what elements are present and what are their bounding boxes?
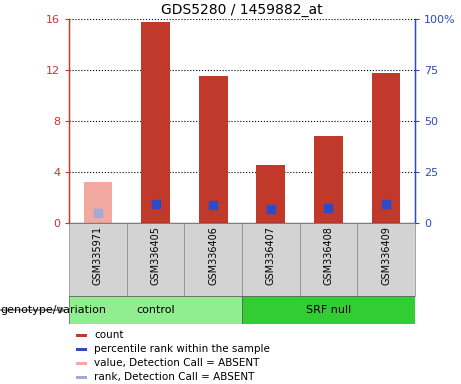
- Bar: [76, 334, 88, 337]
- Bar: [69, 296, 242, 324]
- Bar: [199, 76, 228, 223]
- Text: percentile rank within the sample: percentile rank within the sample: [95, 344, 270, 354]
- Bar: [69, 223, 127, 296]
- Point: [152, 201, 160, 207]
- Text: GSM336409: GSM336409: [381, 227, 391, 285]
- Bar: [242, 296, 415, 324]
- Bar: [300, 223, 357, 296]
- Point: [325, 205, 332, 212]
- Bar: [141, 22, 170, 223]
- Point: [382, 201, 390, 207]
- Bar: [372, 73, 401, 223]
- Bar: [314, 136, 343, 223]
- Bar: [256, 166, 285, 223]
- Bar: [76, 348, 88, 351]
- Point: [94, 210, 101, 216]
- Text: value, Detection Call = ABSENT: value, Detection Call = ABSENT: [95, 358, 260, 368]
- Text: GSM335971: GSM335971: [93, 227, 103, 285]
- Bar: [242, 223, 300, 296]
- Title: GDS5280 / 1459882_at: GDS5280 / 1459882_at: [161, 3, 323, 17]
- Text: control: control: [136, 305, 175, 315]
- Text: GSM336407: GSM336407: [266, 227, 276, 285]
- Point: [209, 202, 217, 209]
- Bar: [127, 223, 184, 296]
- Text: GSM336406: GSM336406: [208, 227, 218, 285]
- Bar: [76, 362, 88, 365]
- Text: genotype/variation: genotype/variation: [0, 305, 106, 315]
- Text: GSM336408: GSM336408: [324, 227, 333, 285]
- Bar: [184, 223, 242, 296]
- Bar: [76, 376, 88, 379]
- Point: [267, 206, 274, 212]
- Text: SRF null: SRF null: [306, 305, 351, 315]
- Text: count: count: [95, 330, 124, 340]
- Text: rank, Detection Call = ABSENT: rank, Detection Call = ABSENT: [95, 372, 255, 382]
- Bar: [83, 182, 112, 223]
- Bar: [357, 223, 415, 296]
- Text: GSM336405: GSM336405: [151, 227, 160, 285]
